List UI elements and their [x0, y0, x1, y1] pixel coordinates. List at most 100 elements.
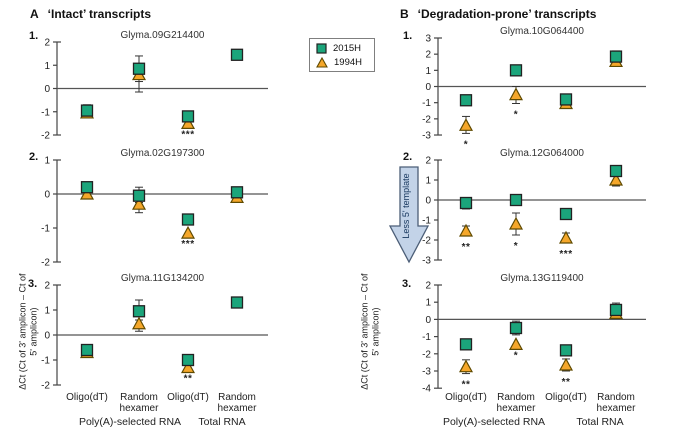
sig-label: ** [462, 242, 471, 253]
row-label-b1: 1. [403, 30, 413, 42]
marker-2015h [559, 344, 573, 357]
y-tick-label: -2 [422, 114, 431, 125]
marker-2015h [459, 94, 473, 107]
marker-2015h [609, 164, 623, 178]
marker-2015h [132, 305, 146, 318]
marker-1994h [558, 230, 574, 244]
triangle-marker-icon [316, 56, 328, 68]
y-tick-label: 1 [44, 306, 50, 317]
sig-label: *** [181, 239, 194, 250]
y-tick-label: -1 [422, 332, 431, 343]
y-tick-label: -3 [422, 367, 431, 378]
xcat-a-oligodt-1: Oligo(dT) [66, 392, 108, 403]
xcat-b-oligodt-2: Oligo(dT) [545, 392, 587, 403]
marker-1994h [508, 337, 524, 350]
marker-1994h [131, 316, 147, 330]
xgroup-b-polya: Poly(A)-selected RNA [442, 416, 546, 428]
xcat-a-oligodt-2: Oligo(dT) [167, 392, 209, 403]
y-tick-label: -3 [422, 256, 431, 267]
less-5-template-label: Less 5' template [401, 173, 411, 238]
xcat-b-random-1: Random hexamer [496, 392, 536, 415]
panel-title: Glyma.11G134200 [121, 273, 205, 284]
y-tick-label: 2 [44, 281, 50, 292]
sig-label: * [464, 139, 468, 150]
y-tick-label: 2 [425, 281, 431, 292]
marker-2015h [80, 343, 94, 357]
marker-2015h [459, 338, 473, 351]
panel-a-title: ‘Intact’ transcripts [47, 7, 152, 21]
marker-2015h [132, 62, 146, 75]
marker-2015h [609, 303, 623, 317]
panel-a-letter: A [30, 7, 39, 21]
y-tick-label: -1 [41, 356, 50, 367]
row-label-b2: 2. [403, 151, 413, 163]
panel-a-header: A ‘Intact’ transcripts [30, 7, 151, 21]
panel-b-title: ‘Degradation-prone’ transcripts [417, 7, 597, 21]
down-arrow-icon: Less 5' template [388, 166, 430, 264]
y-tick-label: 1 [425, 298, 431, 309]
panel-a2-plot: Glyma.02G197300 1 0 -1 -2 *** [41, 148, 268, 269]
sig-label: * [514, 350, 518, 361]
marker-2015h [509, 193, 523, 207]
marker-2015h [80, 181, 94, 194]
panel-title: Glyma.13G119400 [500, 273, 584, 284]
panel-title: Glyma.12G064000 [500, 148, 584, 159]
marker-1994h [608, 172, 624, 186]
y-tick-label: 3 [425, 34, 431, 45]
marker-1994h [180, 116, 196, 129]
row-label-a1: 1. [29, 30, 39, 42]
y-tick-label: -2 [41, 131, 50, 142]
marker-1994h [180, 225, 196, 239]
marker-2015h [230, 48, 244, 61]
panel-title: Glyma.10G064400 [500, 26, 584, 37]
marker-1994h [131, 196, 147, 210]
panel-title: Glyma.02G197300 [121, 148, 205, 159]
panel-title: Glyma.09G214400 [121, 30, 205, 41]
y-tick-label: 1 [425, 176, 431, 187]
xgroup-a-total: Total RNA [198, 416, 246, 428]
y-tick-label: 0 [44, 190, 50, 201]
panel-b1-plot: Glyma.10G064400 3 2 1 0 -1 -2 -3 * * [422, 26, 646, 150]
y-tick-label: 0 [425, 315, 431, 326]
sig-label: * [514, 241, 518, 252]
y-tick-label: 2 [44, 38, 50, 49]
marker-2015h [609, 50, 623, 63]
marker-1994h [558, 357, 574, 371]
marker-2015h [559, 93, 573, 106]
y-tick-label: 0 [44, 331, 50, 342]
y-tick-label: 0 [44, 84, 50, 95]
xcat-b-random-2: Random hexamer [596, 392, 636, 415]
y-tick-label: 0 [425, 82, 431, 93]
marker-2015h [509, 64, 523, 77]
marker-2015h [181, 213, 195, 226]
legend: 2015H 1994H [309, 38, 375, 72]
less-5-template-arrow: Less 5' template [388, 166, 430, 266]
sig-label: ** [562, 377, 571, 388]
legend-label-1994h: 1994H [334, 56, 362, 68]
y-tick-label: -1 [41, 107, 50, 118]
marker-1994h [508, 216, 524, 230]
panel-a3-plot: Glyma.11G134200 2 1 0 -1 -2 ** [41, 273, 268, 392]
marker-1994h [458, 223, 474, 237]
marker-1994h [458, 359, 474, 373]
marker-1994h [180, 360, 196, 374]
y-tick-label: -2 [41, 258, 50, 269]
marker-2015h [181, 353, 195, 367]
y-tick-label: -1 [422, 98, 431, 109]
y-tick-label: 0 [425, 196, 431, 207]
y-tick-label: -4 [422, 384, 431, 395]
y-tick-label: 2 [425, 156, 431, 167]
xcat-a-random-1: Random hexamer [119, 392, 159, 415]
y-tick-label: 2 [425, 50, 431, 61]
y-axis-label-b: ΔCt (Ct of 3' amplicon – Ct of 5' amplic… [359, 273, 380, 390]
y-tick-label: 1 [425, 66, 431, 77]
y-tick-label: -2 [422, 236, 431, 247]
marker-1994h [508, 87, 524, 101]
panel-b-header: B ‘Degradation-prone’ transcripts [400, 7, 596, 21]
y-tick-label: 1 [44, 156, 50, 167]
marker-2015h [181, 110, 195, 123]
xgroup-b-total: Total RNA [576, 416, 624, 428]
